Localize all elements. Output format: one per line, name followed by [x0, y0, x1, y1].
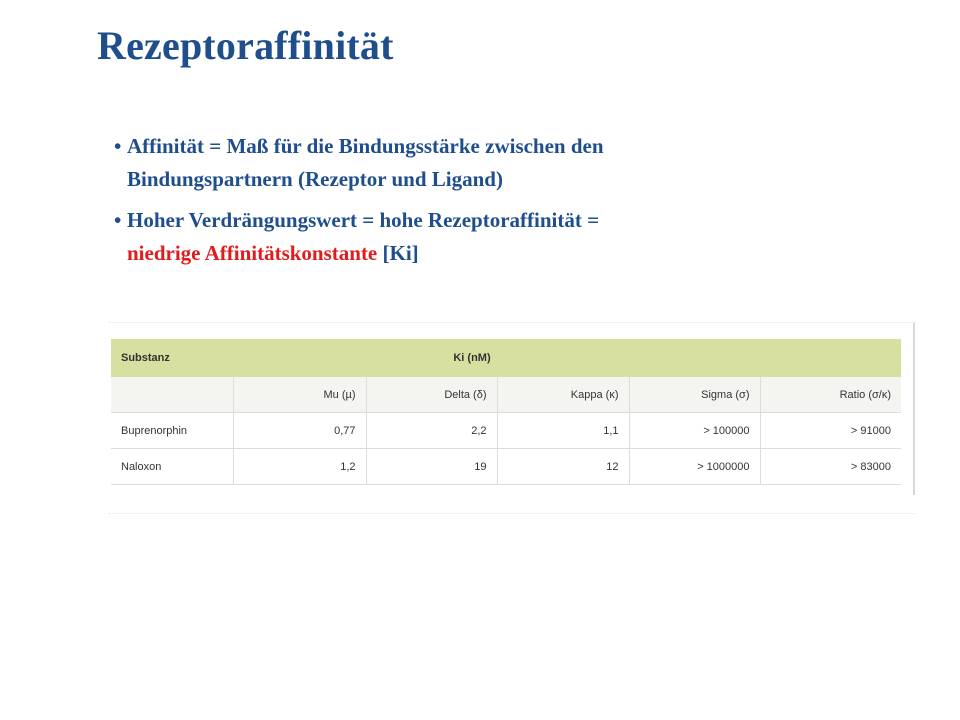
bullet-text: Hoher Verdrängungswert = hohe Rezeptoraf…	[127, 208, 600, 232]
bullet-marker: •	[114, 134, 122, 158]
image-edge	[913, 323, 915, 495]
cell-name: Buprenorphin	[111, 412, 233, 449]
table-header-row: Substanz Ki (nM)	[111, 339, 901, 377]
subheader-delta: Delta (δ)	[365, 377, 497, 413]
cell-kappa: 12	[496, 448, 629, 485]
table-row: Naloxon 1,2 19 12 > 1000000 > 83000	[111, 448, 901, 485]
cell-sigma: > 100000	[628, 412, 760, 449]
header-ki: Ki (nM)	[233, 339, 901, 377]
cell-mu: 0,77	[232, 412, 366, 449]
highlight-text: niedrige Affinitätskonstante	[127, 241, 378, 265]
subheader-kappa: Kappa (κ)	[496, 377, 629, 413]
cell-ratio: > 83000	[759, 448, 901, 485]
cell-mu: 1,2	[232, 448, 366, 485]
table-subheader-row: Mu (µ) Delta (δ) Kappa (κ) Sigma (σ) Rat…	[111, 377, 901, 413]
bullet-displacement: • Hoher Verdrängungswert = hohe Rezeptor…	[114, 204, 774, 270]
subheader-mu: Mu (µ)	[232, 377, 366, 413]
bullet-text: Affinität = Maß für die Bindungsstärke z…	[127, 134, 604, 191]
cell-kappa: 1,1	[496, 412, 629, 449]
cell-delta: 2,2	[365, 412, 497, 449]
affinity-table-image: Substanz Ki (nM) Mu (µ) Delta (δ) Kappa …	[109, 322, 915, 514]
bullet-marker: •	[114, 208, 122, 232]
cell-sigma: > 1000000	[628, 448, 760, 485]
bullet-text-suffix: [Ki]	[377, 241, 419, 265]
cell-delta: 19	[365, 448, 497, 485]
bullet-affinity-definition: • Affinität = Maß für die Bindungsstärke…	[114, 130, 774, 196]
table-row: Buprenorphin 0,77 2,2 1,1 > 100000 > 910…	[111, 412, 901, 449]
header-substance: Substanz	[111, 339, 233, 377]
subheader-ratio: Ratio (σ/κ)	[759, 377, 901, 413]
ki-table: Substanz Ki (nM) Mu (µ) Delta (δ) Kappa …	[111, 339, 901, 485]
cell-ratio: > 91000	[759, 412, 901, 449]
slide-title: Rezeptoraffinität	[97, 23, 394, 68]
subheader-sigma: Sigma (σ)	[628, 377, 760, 413]
cell-name: Naloxon	[111, 448, 233, 485]
subheader-empty	[111, 377, 233, 413]
bullet-list: • Affinität = Maß für die Bindungsstärke…	[114, 130, 774, 278]
